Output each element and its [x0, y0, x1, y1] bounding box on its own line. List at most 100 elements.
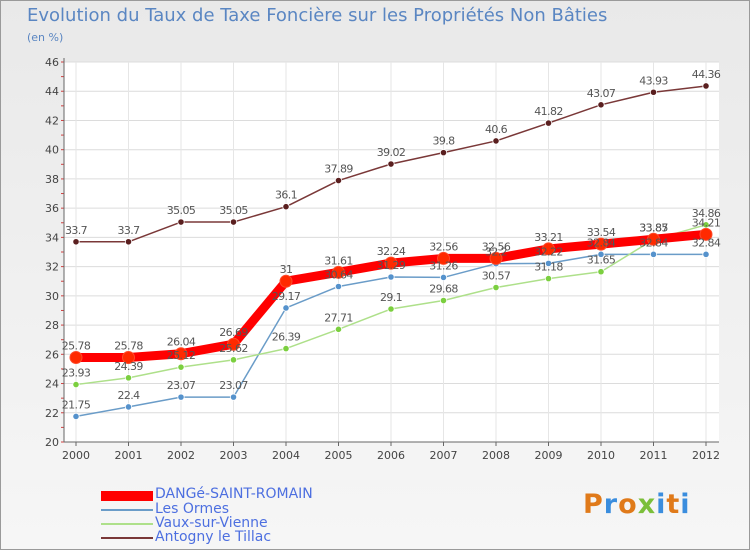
legend-label: Les Ormes	[155, 501, 229, 517]
data-point	[542, 242, 555, 256]
data-label: 31	[280, 263, 293, 276]
data-point	[177, 363, 185, 371]
data-label: 43.93	[639, 74, 668, 87]
proxiti-logo: Proxiti	[583, 489, 691, 520]
x-tick-label: 2002	[167, 449, 195, 462]
data-label: 39.02	[377, 146, 406, 159]
legend-swatch	[101, 523, 153, 525]
data-point	[282, 345, 290, 353]
data-point	[124, 374, 133, 382]
x-tick-label: 2012	[692, 449, 720, 462]
data-point	[124, 403, 133, 411]
data-label: 39.8	[432, 135, 455, 148]
y-tick-label: 20	[45, 436, 59, 449]
y-tick-label: 30	[45, 290, 59, 303]
x-tick-label: 2007	[430, 449, 458, 462]
data-label: 31.61	[324, 254, 353, 267]
data-label: 33.54	[587, 226, 616, 239]
data-label: 32.84	[587, 236, 616, 249]
data-point	[492, 283, 500, 292]
y-tick-label: 42	[45, 114, 59, 127]
y-tick-label: 34	[45, 231, 59, 244]
y-tick-label: 36	[45, 202, 59, 215]
x-tick-label: 2010	[587, 449, 615, 462]
chart-title: Evolution du Taux de Taxe Foncière sur l…	[27, 5, 608, 26]
y-tick-label: 24	[45, 378, 59, 391]
x-tick-label: 2009	[535, 449, 563, 462]
data-label: 25.78	[114, 340, 143, 353]
x-tick-label: 2003	[220, 449, 248, 462]
y-tick-label: 44	[45, 85, 59, 98]
logo-letter: x	[637, 489, 657, 520]
data-label: 33.21	[534, 231, 563, 244]
data-point	[699, 227, 713, 241]
data-point	[174, 347, 188, 361]
logo-letter: t	[666, 489, 681, 520]
data-label: 25.78	[62, 340, 91, 353]
logo-letter: i	[656, 489, 667, 520]
data-label: 23.07	[219, 379, 248, 392]
data-point	[544, 274, 553, 283]
data-label: 40.6	[485, 123, 508, 136]
data-label: 33.7	[117, 224, 140, 237]
data-label: 21.75	[62, 398, 91, 411]
data-label: 33.87	[639, 221, 668, 234]
data-point	[227, 337, 240, 351]
x-tick-label: 2006	[377, 449, 405, 462]
data-label: 27.71	[324, 311, 353, 324]
data-point	[229, 356, 238, 364]
data-label: 29.68	[429, 283, 458, 296]
data-label: 32.2	[485, 246, 507, 259]
data-point	[177, 218, 185, 226]
data-point	[282, 203, 290, 211]
data-point	[124, 238, 133, 246]
logo-letter: i	[680, 489, 691, 520]
data-point	[334, 282, 343, 291]
data-point	[544, 119, 553, 127]
data-label: 22.4	[117, 389, 140, 402]
x-tick-label: 2001	[115, 449, 143, 462]
data-label: 31.18	[534, 261, 563, 274]
data-point	[282, 304, 290, 312]
data-point	[649, 250, 658, 258]
legend-swatch	[101, 509, 153, 511]
data-label: 32.56	[429, 240, 458, 253]
data-label: 34.86	[692, 207, 721, 220]
logo-letter: P	[583, 489, 604, 520]
y-tick-label: 46	[45, 56, 59, 69]
data-label: 36.1	[275, 189, 297, 202]
data-label: 35.05	[219, 204, 248, 217]
data-label: 32.84	[639, 236, 668, 249]
y-axis-unit: (en %)	[27, 31, 64, 44]
y-tick-label: 28	[45, 319, 59, 332]
data-point	[439, 273, 448, 282]
legend-label: DANGé-SAINT-ROMAIN	[155, 486, 313, 502]
data-point	[544, 259, 553, 267]
data-label: 32.84	[692, 236, 721, 249]
data-label: 25.12	[167, 349, 196, 362]
data-label: 34.21	[692, 216, 721, 229]
data-label: 44.36	[692, 68, 721, 81]
x-tick-label: 2000	[62, 449, 90, 462]
data-label: 31.29	[377, 259, 406, 272]
data-point	[597, 101, 605, 109]
data-label: 32.56	[482, 240, 511, 253]
data-label: 29.17	[272, 290, 301, 303]
data-point	[647, 232, 660, 246]
data-label: 30.64	[324, 268, 353, 281]
data-point	[334, 176, 343, 185]
logo-letter: o	[618, 489, 638, 520]
x-tick-label: 2011	[640, 449, 668, 462]
y-tick-label: 38	[45, 173, 59, 186]
y-tick-label: 32	[45, 261, 59, 274]
data-label: 26.69	[219, 326, 248, 339]
y-tick-label: 22	[45, 407, 59, 420]
legend-swatch	[101, 537, 153, 539]
data-point	[597, 268, 605, 276]
data-point	[597, 250, 605, 258]
data-point	[334, 325, 343, 333]
data-point	[384, 256, 398, 270]
data-point	[439, 149, 448, 157]
